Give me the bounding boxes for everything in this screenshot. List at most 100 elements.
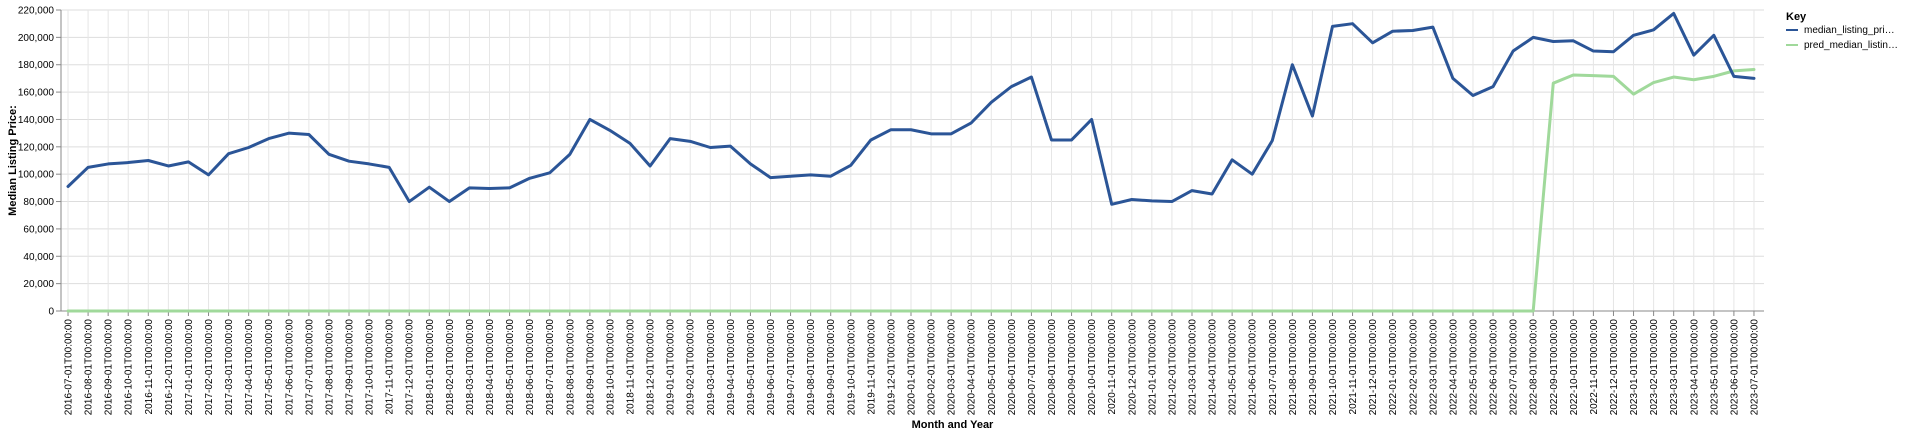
x-tick-label: 2017-04-01T00:00:00 (244, 319, 255, 416)
x-tick-label: 2022-11-01T00:00:00 (1589, 319, 1600, 415)
y-tick-label: 120,000 (18, 142, 55, 153)
x-tick-label: 2021-12-01T00:00:00 (1368, 319, 1379, 416)
x-tick-label: 2023-04-01T00:00:00 (1689, 319, 1700, 416)
grid-lines (61, 9, 1764, 312)
x-tick-label: 2023-03-01T00:00:00 (1669, 319, 1680, 416)
x-tick-label: 2018-05-01T00:00:00 (505, 319, 516, 416)
x-tick-label: 2020-06-01T00:00:00 (1007, 319, 1018, 416)
x-tick-label: 2016-08-01T00:00:00 (84, 319, 95, 416)
x-tick-label: 2022-01-01T00:00:00 (1388, 319, 1399, 416)
y-axis-title: Median Listing Price: (7, 105, 19, 216)
series-line-0 (66, 11, 1756, 206)
x-tick-label: 2021-09-01T00:00:00 (1308, 319, 1319, 416)
x-tick-label: 2021-02-01T00:00:00 (1167, 319, 1178, 416)
x-tick-label: 2023-06-01T00:00:00 (1729, 319, 1740, 416)
x-tick-label: 2021-06-01T00:00:00 (1248, 319, 1259, 416)
x-tick-label: 2019-05-01T00:00:00 (746, 319, 757, 416)
y-tick-label: 220,000 (18, 6, 55, 17)
x-tick-label: 2017-12-01T00:00:00 (405, 319, 416, 416)
x-tick-label: 2016-11-01T00:00:00 (144, 319, 155, 415)
x-tick-label: 2020-08-01T00:00:00 (1047, 319, 1058, 416)
x-tick-label: 2023-01-01T00:00:00 (1629, 319, 1640, 416)
x-axis-title: Month and Year (912, 419, 994, 431)
y-tick-label: 160,000 (18, 88, 55, 99)
x-tick-label: 2019-02-01T00:00:00 (686, 319, 697, 416)
x-tick-label: 2016-07-01T00:00:00 (64, 319, 75, 416)
x-tick-label: 2019-07-01T00:00:00 (786, 319, 797, 416)
x-tick-label: 2018-07-01T00:00:00 (545, 319, 556, 416)
y-tick-label: 40,000 (23, 252, 54, 263)
x-tick-label: 2020-05-01T00:00:00 (987, 319, 998, 416)
legend-entry-1: pred_median_listin… (1804, 40, 1898, 51)
y-tick-label: 180,000 (18, 60, 55, 71)
x-tick-label: 2018-08-01T00:00:00 (565, 319, 576, 416)
x-tick-label: 2018-04-01T00:00:00 (485, 319, 496, 416)
legend-title: Key (1786, 11, 1807, 23)
y-tick-label: 140,000 (18, 115, 55, 126)
y-tick-label: 80,000 (23, 197, 54, 208)
x-tick-label: 2017-08-01T00:00:00 (324, 319, 335, 416)
x-tick-label: 2018-11-01T00:00:00 (626, 319, 637, 415)
x-tick-label: 2017-02-01T00:00:00 (204, 319, 215, 416)
x-tick-label: 2021-10-01T00:00:00 (1328, 319, 1339, 416)
x-tick-label: 2020-02-01T00:00:00 (927, 319, 938, 416)
x-tick-label: 2020-01-01T00:00:00 (906, 319, 917, 416)
x-tick-label: 2019-11-01T00:00:00 (866, 319, 877, 415)
x-tick-label: 2021-01-01T00:00:00 (1147, 319, 1158, 416)
y-tick-label: 100,000 (18, 170, 55, 181)
x-tick-label: 2019-10-01T00:00:00 (846, 319, 857, 416)
x-tick-label: 2016-10-01T00:00:00 (124, 319, 135, 416)
x-tick-label: 2017-05-01T00:00:00 (264, 319, 275, 416)
legend: Key median_listing_pri… pred_median_listi… (1786, 11, 1898, 51)
x-tick-label: 2016-09-01T00:00:00 (104, 319, 115, 416)
x-tick-label: 2023-02-01T00:00:00 (1649, 319, 1660, 416)
x-tick-label: 2020-09-01T00:00:00 (1067, 319, 1078, 416)
x-tick-label: 2020-07-01T00:00:00 (1027, 319, 1038, 416)
x-tick-label: 2022-12-01T00:00:00 (1609, 319, 1620, 416)
y-tick-label: 20,000 (23, 279, 54, 290)
legend-entry-0: median_listing_pri… (1804, 25, 1895, 36)
series-layer (66, 11, 1756, 313)
x-tick-label: 2018-09-01T00:00:00 (585, 319, 596, 416)
x-tick-label: 2021-03-01T00:00:00 (1187, 319, 1198, 416)
x-tick-label: 2017-06-01T00:00:00 (284, 319, 295, 416)
x-tick-label: 2019-03-01T00:00:00 (706, 319, 717, 416)
x-tick-label: 2020-04-01T00:00:00 (967, 319, 978, 416)
x-tick-label: 2022-07-01T00:00:00 (1509, 319, 1520, 416)
x-tick-label: 2016-12-01T00:00:00 (164, 319, 175, 416)
x-tick-label: 2022-05-01T00:00:00 (1468, 319, 1479, 416)
x-tick-label: 2020-11-01T00:00:00 (1107, 319, 1118, 415)
x-tick-label: 2018-10-01T00:00:00 (605, 319, 616, 416)
x-tick-label: 2019-04-01T00:00:00 (726, 319, 737, 416)
y-tick-label: 200,000 (18, 33, 55, 44)
y-tick-label: 0 (48, 307, 54, 318)
x-tick-label: 2018-01-01T00:00:00 (425, 319, 436, 416)
series-line-1 (66, 68, 1756, 313)
x-tick-label: 2019-08-01T00:00:00 (806, 319, 817, 416)
x-tick-label: 2017-03-01T00:00:00 (224, 319, 235, 416)
x-tick-label: 2022-04-01T00:00:00 (1448, 319, 1459, 416)
x-tick-label: 2021-11-01T00:00:00 (1348, 319, 1359, 415)
x-tick-label: 2019-01-01T00:00:00 (666, 319, 677, 416)
x-tick-label: 2022-10-01T00:00:00 (1569, 319, 1580, 416)
x-tick-label: 2017-10-01T00:00:00 (365, 319, 376, 416)
x-tick-label: 2023-05-01T00:00:00 (1709, 319, 1720, 416)
x-tick-label: 2019-06-01T00:00:00 (766, 319, 777, 416)
x-tick-label: 2021-04-01T00:00:00 (1208, 319, 1219, 416)
y-tick-label: 60,000 (23, 224, 54, 235)
x-tick-label: 2022-03-01T00:00:00 (1428, 319, 1439, 416)
x-tick-label: 2017-09-01T00:00:00 (345, 319, 356, 416)
x-tick-label: 2022-09-01T00:00:00 (1549, 319, 1560, 416)
x-tick-label: 2023-07-01T00:00:00 (1749, 319, 1760, 416)
x-tick-label: 2020-03-01T00:00:00 (947, 319, 958, 416)
x-tick-label: 2022-08-01T00:00:00 (1529, 319, 1540, 416)
x-tick-label: 2019-12-01T00:00:00 (886, 319, 897, 416)
x-tick-label: 2020-12-01T00:00:00 (1127, 319, 1138, 416)
y-axis: 0 20,000 40,000 60,000 80,000 100,000 120,000 1… (18, 6, 62, 318)
x-tick-label: 2018-02-01T00:00:00 (445, 319, 456, 416)
x-tick-label: 2022-02-01T00:00:00 (1408, 319, 1419, 416)
x-tick-label: 2021-05-01T00:00:00 (1228, 319, 1239, 416)
x-tick-label: 2017-11-01T00:00:00 (385, 319, 396, 415)
x-tick-label: 2018-12-01T00:00:00 (646, 319, 657, 416)
